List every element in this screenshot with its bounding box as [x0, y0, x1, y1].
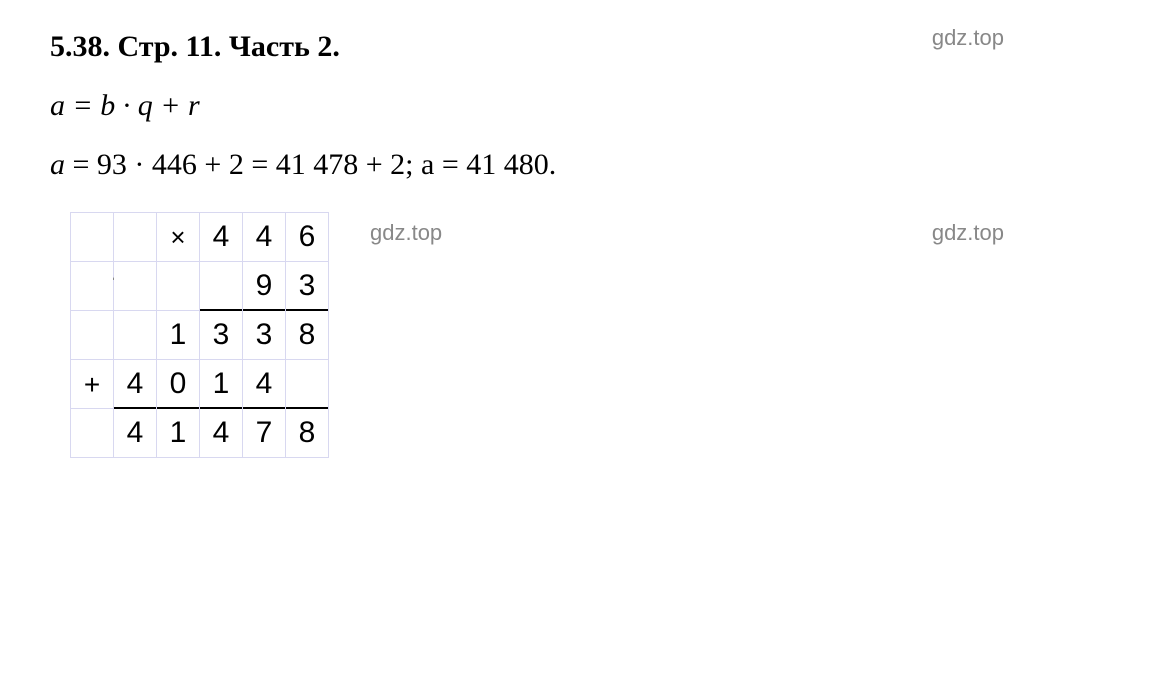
- cell-cross: ×: [157, 213, 200, 262]
- cell: [71, 311, 114, 360]
- formula: a = b · q + r: [50, 89, 1114, 123]
- cell: [200, 262, 243, 311]
- table-row: 4 1 4 7 8: [71, 409, 329, 458]
- cell: 3: [286, 262, 329, 311]
- cell: 9: [243, 262, 286, 311]
- calculation-line: a = 93 · 446 + 2 = 41 478 + 2; a = 41 48…: [50, 148, 1114, 182]
- cell: [71, 409, 114, 458]
- cell: 4: [243, 213, 286, 262]
- cell: 8: [286, 409, 329, 458]
- cell: 8: [286, 311, 329, 360]
- cell: 4: [200, 409, 243, 458]
- cell-plus: +: [71, 360, 114, 409]
- cell: 4: [243, 360, 286, 409]
- cell: [114, 213, 157, 262]
- cell: 7: [243, 409, 286, 458]
- cell: 3: [243, 311, 286, 360]
- cell: [157, 262, 200, 311]
- cell: [114, 262, 157, 311]
- table-row: 1 3 3 8: [71, 311, 329, 360]
- cell: [71, 262, 114, 311]
- plus-icon: +: [84, 369, 100, 400]
- watermark-right: gdz.top: [932, 220, 1004, 246]
- calc-var: a: [50, 148, 65, 181]
- table-row: + 4 0 1 4: [71, 360, 329, 409]
- calc-result: 41 480.: [466, 148, 556, 181]
- multiplication-grid: × 4 4 6 9 3 1 3 3 8 + 4 0 1 4 4 1 4 7 8: [70, 212, 329, 458]
- table-row: 9 3: [71, 262, 329, 311]
- cell: 1: [200, 360, 243, 409]
- watermark-mid: gdz.top: [370, 220, 442, 246]
- calc-body: = 93 · 446 + 2 = 41 478 + 2; a =: [65, 148, 466, 181]
- cell: 4: [114, 360, 157, 409]
- cell: 1: [157, 311, 200, 360]
- cell: 3: [200, 311, 243, 360]
- cell: 4: [114, 409, 157, 458]
- cell: 6: [286, 213, 329, 262]
- multiply-icon: ×: [170, 222, 185, 252]
- cell: [286, 360, 329, 409]
- cell: 1: [157, 409, 200, 458]
- cell: 4: [200, 213, 243, 262]
- cell: 0: [157, 360, 200, 409]
- table-row: × 4 4 6: [71, 213, 329, 262]
- cell: [114, 311, 157, 360]
- watermark-top-right: gdz.top: [932, 25, 1004, 51]
- cell: [71, 213, 114, 262]
